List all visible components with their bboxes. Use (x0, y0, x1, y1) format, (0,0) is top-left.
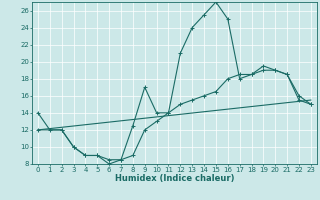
X-axis label: Humidex (Indice chaleur): Humidex (Indice chaleur) (115, 174, 234, 183)
